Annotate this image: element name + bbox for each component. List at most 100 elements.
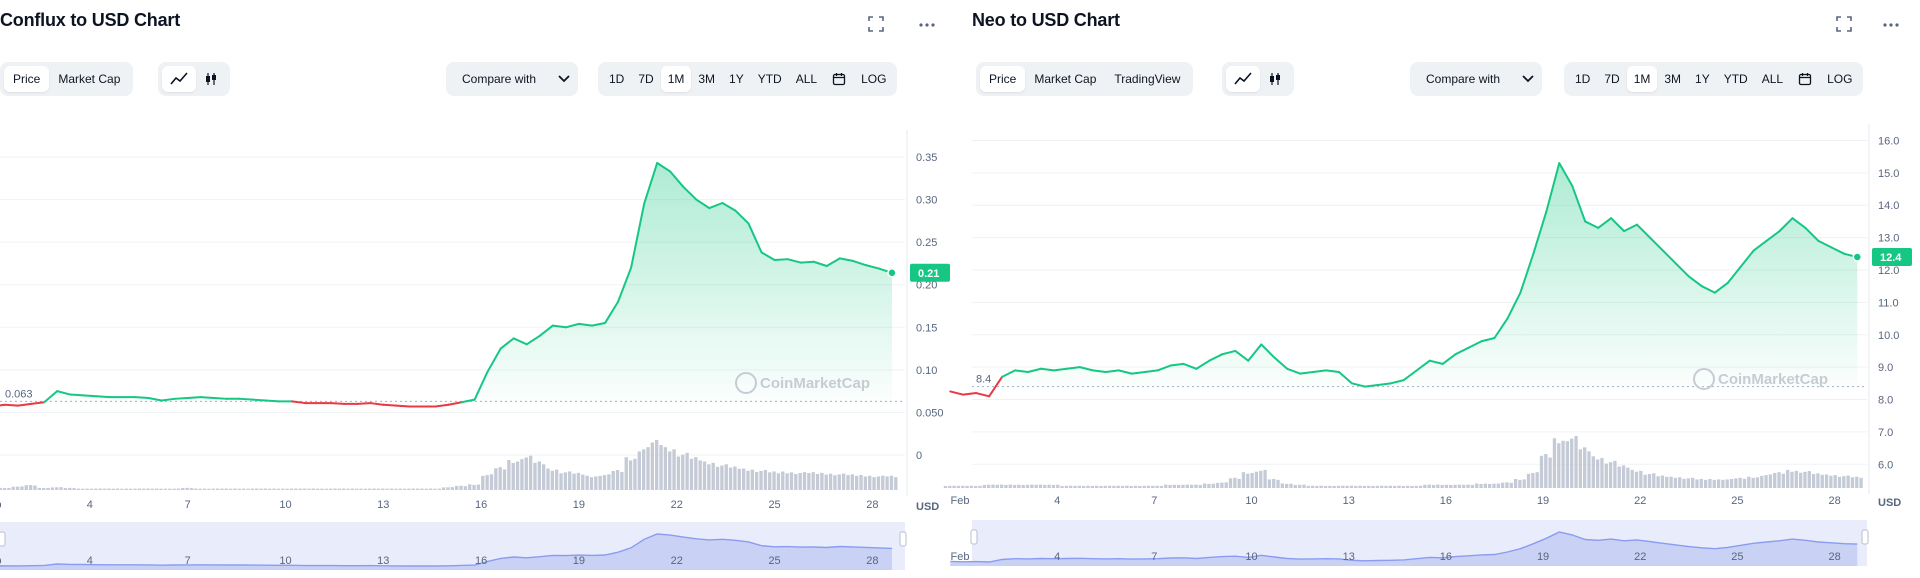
range-1y[interactable]: 1Y — [1695, 72, 1710, 86]
fullscreen-icon[interactable] — [1836, 16, 1852, 37]
price-line-segment — [564, 322, 580, 329]
range-navigator[interactable]: Feb 4 7 10 13 16 19 22 25 28 — [0, 522, 907, 570]
current-price-label: 0.21 — [918, 268, 939, 280]
range-1m[interactable]: 1M — [660, 66, 692, 92]
tab-tradingview[interactable]: TradingView — [1114, 72, 1181, 86]
range-3m[interactable]: 3M — [698, 72, 716, 86]
volume-bar — [1017, 484, 1021, 488]
volume-bar — [1500, 482, 1505, 488]
volume-bar — [1025, 484, 1030, 488]
y-tick-label: 0.050 — [916, 407, 944, 419]
volume-bar — [1310, 485, 1315, 488]
log-toggle[interactable]: LOG — [1827, 72, 1853, 86]
volume-bar — [833, 475, 837, 490]
range-1m[interactable]: 1M — [1626, 66, 1658, 92]
more-options-icon[interactable] — [918, 12, 936, 35]
volume-bar — [55, 487, 59, 490]
volume-bar — [202, 488, 207, 490]
volume-bar — [107, 488, 111, 490]
chart-style-toggle — [158, 62, 230, 96]
volume-bar — [1004, 484, 1008, 488]
volume-bar — [837, 474, 841, 490]
range-1d[interactable]: 1D — [609, 72, 625, 86]
price-line-segment — [1117, 369, 1133, 375]
volume-bar — [1030, 484, 1034, 488]
range-1y[interactable]: 1Y — [729, 72, 744, 86]
volume-bar — [11, 486, 15, 490]
price-line-segment — [147, 396, 163, 402]
candlestick-icon[interactable] — [1260, 66, 1290, 92]
range-1d[interactable]: 1D — [1575, 72, 1591, 86]
volume-bar — [515, 461, 520, 490]
volume-bar — [1794, 470, 1798, 488]
range-all[interactable]: ALL — [1761, 72, 1784, 86]
volume-bar — [1168, 484, 1172, 488]
navigator-tick-label: 28 — [1828, 551, 1840, 563]
log-toggle[interactable]: LOG — [861, 72, 887, 86]
volume-bar — [1431, 484, 1436, 488]
volume-bar — [328, 488, 333, 490]
range-3m[interactable]: 3M — [1664, 72, 1682, 86]
price-line-segment — [669, 170, 685, 188]
range-navigator[interactable]: Feb 4 7 10 13 16 19 22 25 28 — [950, 520, 1869, 566]
price-line-segment — [1700, 285, 1716, 294]
navigator-tick-label: 25 — [1731, 551, 1743, 563]
volume-bar — [1807, 471, 1811, 488]
price-line-segment — [721, 202, 737, 212]
fullscreen-icon[interactable] — [868, 16, 884, 37]
current-price-dot — [887, 268, 897, 278]
y-tick-label: 15.0 — [1878, 168, 1899, 180]
volume-bar — [1574, 436, 1578, 488]
volume-bar — [1703, 479, 1708, 488]
volume-bar — [20, 486, 24, 490]
volume-bar — [511, 463, 515, 490]
navigator-tick-label: 7 — [185, 555, 191, 567]
compare-with-dropdown[interactable]: Compare with — [446, 62, 579, 96]
volume-bar — [428, 488, 433, 490]
range-all[interactable]: ALL — [795, 72, 818, 86]
volume-bar — [489, 474, 494, 490]
volume-bar — [1138, 485, 1142, 488]
tab-price[interactable]: Price — [980, 66, 1026, 92]
volume-bar — [889, 475, 894, 490]
line-chart-icon[interactable] — [162, 66, 196, 92]
navigator-tick-label: 10 — [1245, 551, 1257, 563]
volume-bar — [450, 487, 455, 490]
volume-bar — [1522, 479, 1526, 488]
x-tick-label: 4 — [87, 499, 93, 511]
volume-bar — [1099, 485, 1103, 488]
calendar-icon[interactable] — [1790, 66, 1820, 92]
volume-bar — [1401, 485, 1405, 488]
volume-bar — [1328, 485, 1332, 488]
tab-market-cap[interactable]: Market Cap — [1034, 72, 1097, 86]
price-line-segment — [1765, 230, 1781, 242]
volume-bar — [59, 487, 63, 490]
range-7d[interactable]: 7D — [1604, 72, 1620, 86]
line-chart-icon[interactable] — [1226, 66, 1260, 92]
volume-bar — [707, 464, 711, 490]
volume-bar — [285, 488, 289, 490]
more-options-icon[interactable] — [1882, 12, 1900, 35]
volume-bar — [233, 488, 237, 490]
volume-bar — [1250, 472, 1254, 488]
range-ytd[interactable]: YTD — [1723, 72, 1748, 86]
volume-bar — [1595, 459, 1600, 488]
calendar-icon[interactable] — [824, 66, 854, 92]
compare-with-dropdown[interactable]: Compare with — [1410, 62, 1543, 96]
volume-bar — [1855, 476, 1859, 488]
volume-bar — [685, 452, 689, 490]
tab-price[interactable]: Price — [4, 66, 50, 92]
volume-bar — [1833, 475, 1837, 488]
tab-market-cap[interactable]: Market Cap — [58, 72, 121, 86]
volume-bar — [755, 472, 759, 490]
candlestick-icon[interactable] — [196, 66, 226, 92]
volume-bar — [424, 488, 428, 490]
range-7d[interactable]: 7D — [638, 72, 654, 86]
range-ytd[interactable]: YTD — [757, 72, 782, 86]
y-tick-label: 9.0 — [1878, 362, 1893, 374]
navigator-tick-label: 28 — [866, 555, 878, 567]
volume-bar — [1224, 482, 1228, 488]
volume-bar — [159, 488, 163, 490]
volume-bar — [598, 475, 602, 490]
volume-bar — [781, 471, 785, 490]
